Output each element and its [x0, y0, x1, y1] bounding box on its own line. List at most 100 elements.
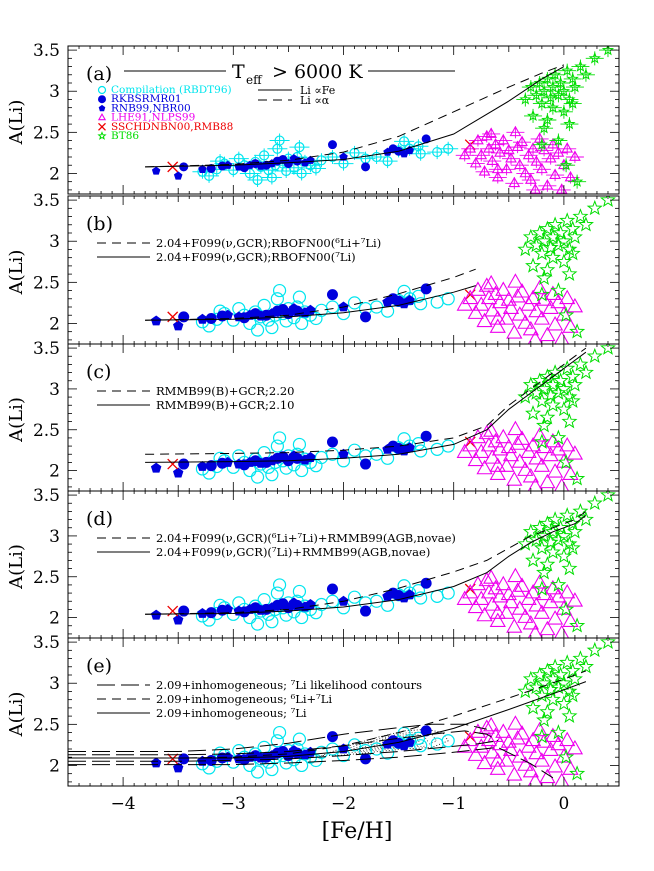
data-point-green	[599, 344, 616, 355]
model-curve-1	[68, 681, 587, 759]
error-bar	[541, 152, 560, 165]
data-point-magenta	[533, 457, 551, 472]
data-point-magenta	[469, 156, 482, 168]
data-point-magenta	[467, 451, 484, 467]
data-point-green	[533, 286, 550, 302]
data-point-green	[517, 240, 534, 257]
model-curve-2	[68, 723, 487, 752]
data-point-magenta	[529, 183, 542, 194]
data-point-green	[569, 323, 586, 339]
data-point-blue-pentagon	[299, 454, 311, 465]
data-point-green	[552, 666, 569, 682]
data-point-green	[564, 687, 581, 703]
data-point-magenta	[478, 719, 495, 734]
y-axis-label: A(Li)	[6, 250, 27, 296]
data-point-green	[571, 175, 584, 187]
y-tick-label: 2	[49, 609, 60, 629]
data-point-green	[559, 654, 576, 670]
data-point-green	[579, 68, 593, 80]
data-point-green	[536, 232, 553, 249]
panel-tag: (d)	[86, 508, 113, 530]
data-point-green	[569, 765, 586, 781]
data-point-green	[536, 711, 553, 728]
data-point-magenta	[522, 467, 539, 483]
x-axis-label: [Fe/H]	[322, 819, 393, 844]
data-point-magenta	[500, 438, 517, 454]
data-point-magenta	[544, 285, 562, 301]
error-bar	[488, 163, 507, 176]
data-point-magenta	[489, 760, 506, 775]
data-point-magenta	[483, 716, 500, 732]
data-point-blue-circle	[327, 140, 337, 150]
data-point-blue-pentagon	[173, 467, 184, 478]
legend-label: RMMB99(B)+GCR;2.10	[156, 398, 294, 412]
data-point-magenta	[483, 422, 500, 437]
error-bar	[455, 149, 474, 162]
data-point-magenta	[539, 620, 556, 636]
data-point-magenta	[505, 152, 517, 163]
data-point-magenta	[469, 428, 487, 444]
data-point-cyan	[250, 470, 265, 484]
data-point-green	[599, 196, 616, 207]
data-point-magenta	[562, 318, 579, 333]
data-point-blue-circle	[360, 458, 372, 470]
data-point-blue-circle	[283, 159, 293, 169]
data-point-magenta	[509, 435, 526, 450]
data-point-green	[561, 535, 578, 551]
panel-3: 2 2.5 3 3.5 A(Li) (d) 2.04+F099(ν,GCR)(⁶Li+⁷Li…	[6, 486, 620, 639]
data-point-green	[572, 208, 589, 224]
data-point-magenta	[535, 162, 548, 174]
data-point-magenta	[495, 575, 512, 591]
data-point-cyan	[270, 734, 284, 748]
data-point-magenta	[513, 725, 531, 740]
data-point-cyan	[272, 431, 287, 445]
y-tick-label: 3	[49, 674, 60, 694]
data-point-green	[550, 236, 567, 253]
data-point-green	[522, 376, 539, 392]
data-point-magenta	[487, 579, 504, 595]
data-point-magenta	[522, 762, 539, 778]
data-point-cyan	[347, 590, 362, 604]
data-point-green	[572, 355, 589, 372]
data-point-magenta	[566, 445, 584, 460]
data-point-magenta	[472, 133, 484, 145]
data-point-blue-pentagon	[266, 602, 278, 613]
legend-label: Li ∝Fe	[300, 84, 335, 97]
error-bar	[472, 149, 491, 162]
y-tick-label: 2.5	[33, 568, 60, 588]
data-point-green	[539, 261, 556, 277]
data-point-magenta	[539, 326, 556, 342]
legend-label: RMMB99(B)+GCR;2.20	[156, 384, 294, 398]
data-point-magenta	[506, 766, 523, 781]
data-point-cyan	[414, 297, 428, 311]
y-tick-label: 2.5	[33, 123, 60, 143]
data-point-magenta	[544, 727, 562, 743]
data-point-green	[566, 376, 583, 392]
data-point-green	[599, 491, 616, 502]
data-point-green	[552, 519, 569, 535]
data-point-blue-pentagon	[339, 152, 348, 161]
data-point-green	[552, 88, 565, 101]
y-tick-label: 2	[49, 756, 60, 776]
data-point-magenta	[550, 735, 567, 751]
data-point-green	[525, 257, 542, 273]
data-point-blue-pentagon	[173, 614, 184, 625]
plot-area	[145, 491, 616, 638]
data-point-cyan	[272, 578, 287, 592]
y-axis-label: A(Li)	[6, 397, 27, 443]
data-point-blue-circle	[360, 311, 372, 323]
data-point-green	[535, 97, 548, 109]
data-point-blue-pentagon	[289, 154, 299, 163]
data-point-magenta	[524, 731, 542, 747]
legend-label: Compilation (RBDT96)	[111, 84, 232, 96]
data-point-magenta	[511, 748, 528, 763]
data-point-blue-pentagon	[398, 740, 410, 751]
data-point-magenta	[469, 575, 487, 591]
data-point-green	[558, 453, 575, 470]
data-point-magenta	[483, 569, 500, 584]
data-point-green	[559, 212, 576, 228]
y-tick-label: 2	[49, 314, 60, 334]
data-point-blue-pentagon	[198, 164, 207, 173]
data-point-green	[550, 678, 567, 695]
data-point-magenta	[544, 579, 562, 595]
